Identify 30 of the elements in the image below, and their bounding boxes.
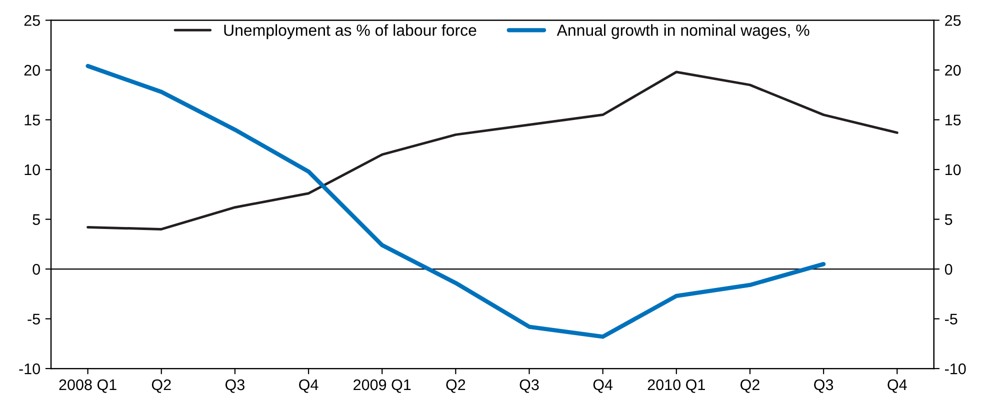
x-tick-label: Q4 (299, 379, 318, 393)
x-tick-label: Q3 (225, 379, 244, 393)
y-tick-label: 5 (32, 214, 40, 225)
x-tick-label: Q4 (593, 379, 613, 393)
x-tick-label: Q3 (814, 379, 834, 393)
y-tick-label: 20 (24, 64, 40, 76)
y-tick-label: -5 (28, 314, 40, 324)
y2-tick-label: 5 (944, 214, 952, 225)
y2-tick-label: 0 (944, 264, 952, 275)
y-tick-label: 25 (24, 15, 40, 26)
y2-tick-label: 10 (945, 164, 961, 176)
y2-tick-label: 20 (945, 64, 961, 76)
y2-tick-label: -5 (945, 314, 958, 324)
x-tick-label: 2008 Q1 (59, 379, 116, 393)
y-tick-label: -10 (19, 363, 40, 374)
x-tick-label: 2010 Q1 (648, 379, 705, 393)
x-tick-label: Q4 (888, 379, 907, 393)
x-tick-label: Q2 (740, 379, 760, 393)
x-tick-label: Q2 (446, 379, 466, 393)
y2-tick-label: -10 (945, 363, 966, 374)
x-tick-label: 2009 Q1 (354, 379, 411, 393)
y-tick-label: 10 (24, 164, 40, 176)
legend-label: Annual growth in nominal wages, % (556, 24, 810, 40)
legend-label: Unemployment as % of labour force (224, 24, 476, 40)
x-tick-label: Q3 (520, 379, 539, 393)
y-tick-label: 0 (32, 264, 40, 275)
x-tick-label: Q2 (152, 379, 171, 393)
y2-tick-label: 25 (945, 15, 961, 26)
y-tick-label: 15 (24, 114, 40, 126)
y2-tick-label: 15 (945, 114, 961, 126)
